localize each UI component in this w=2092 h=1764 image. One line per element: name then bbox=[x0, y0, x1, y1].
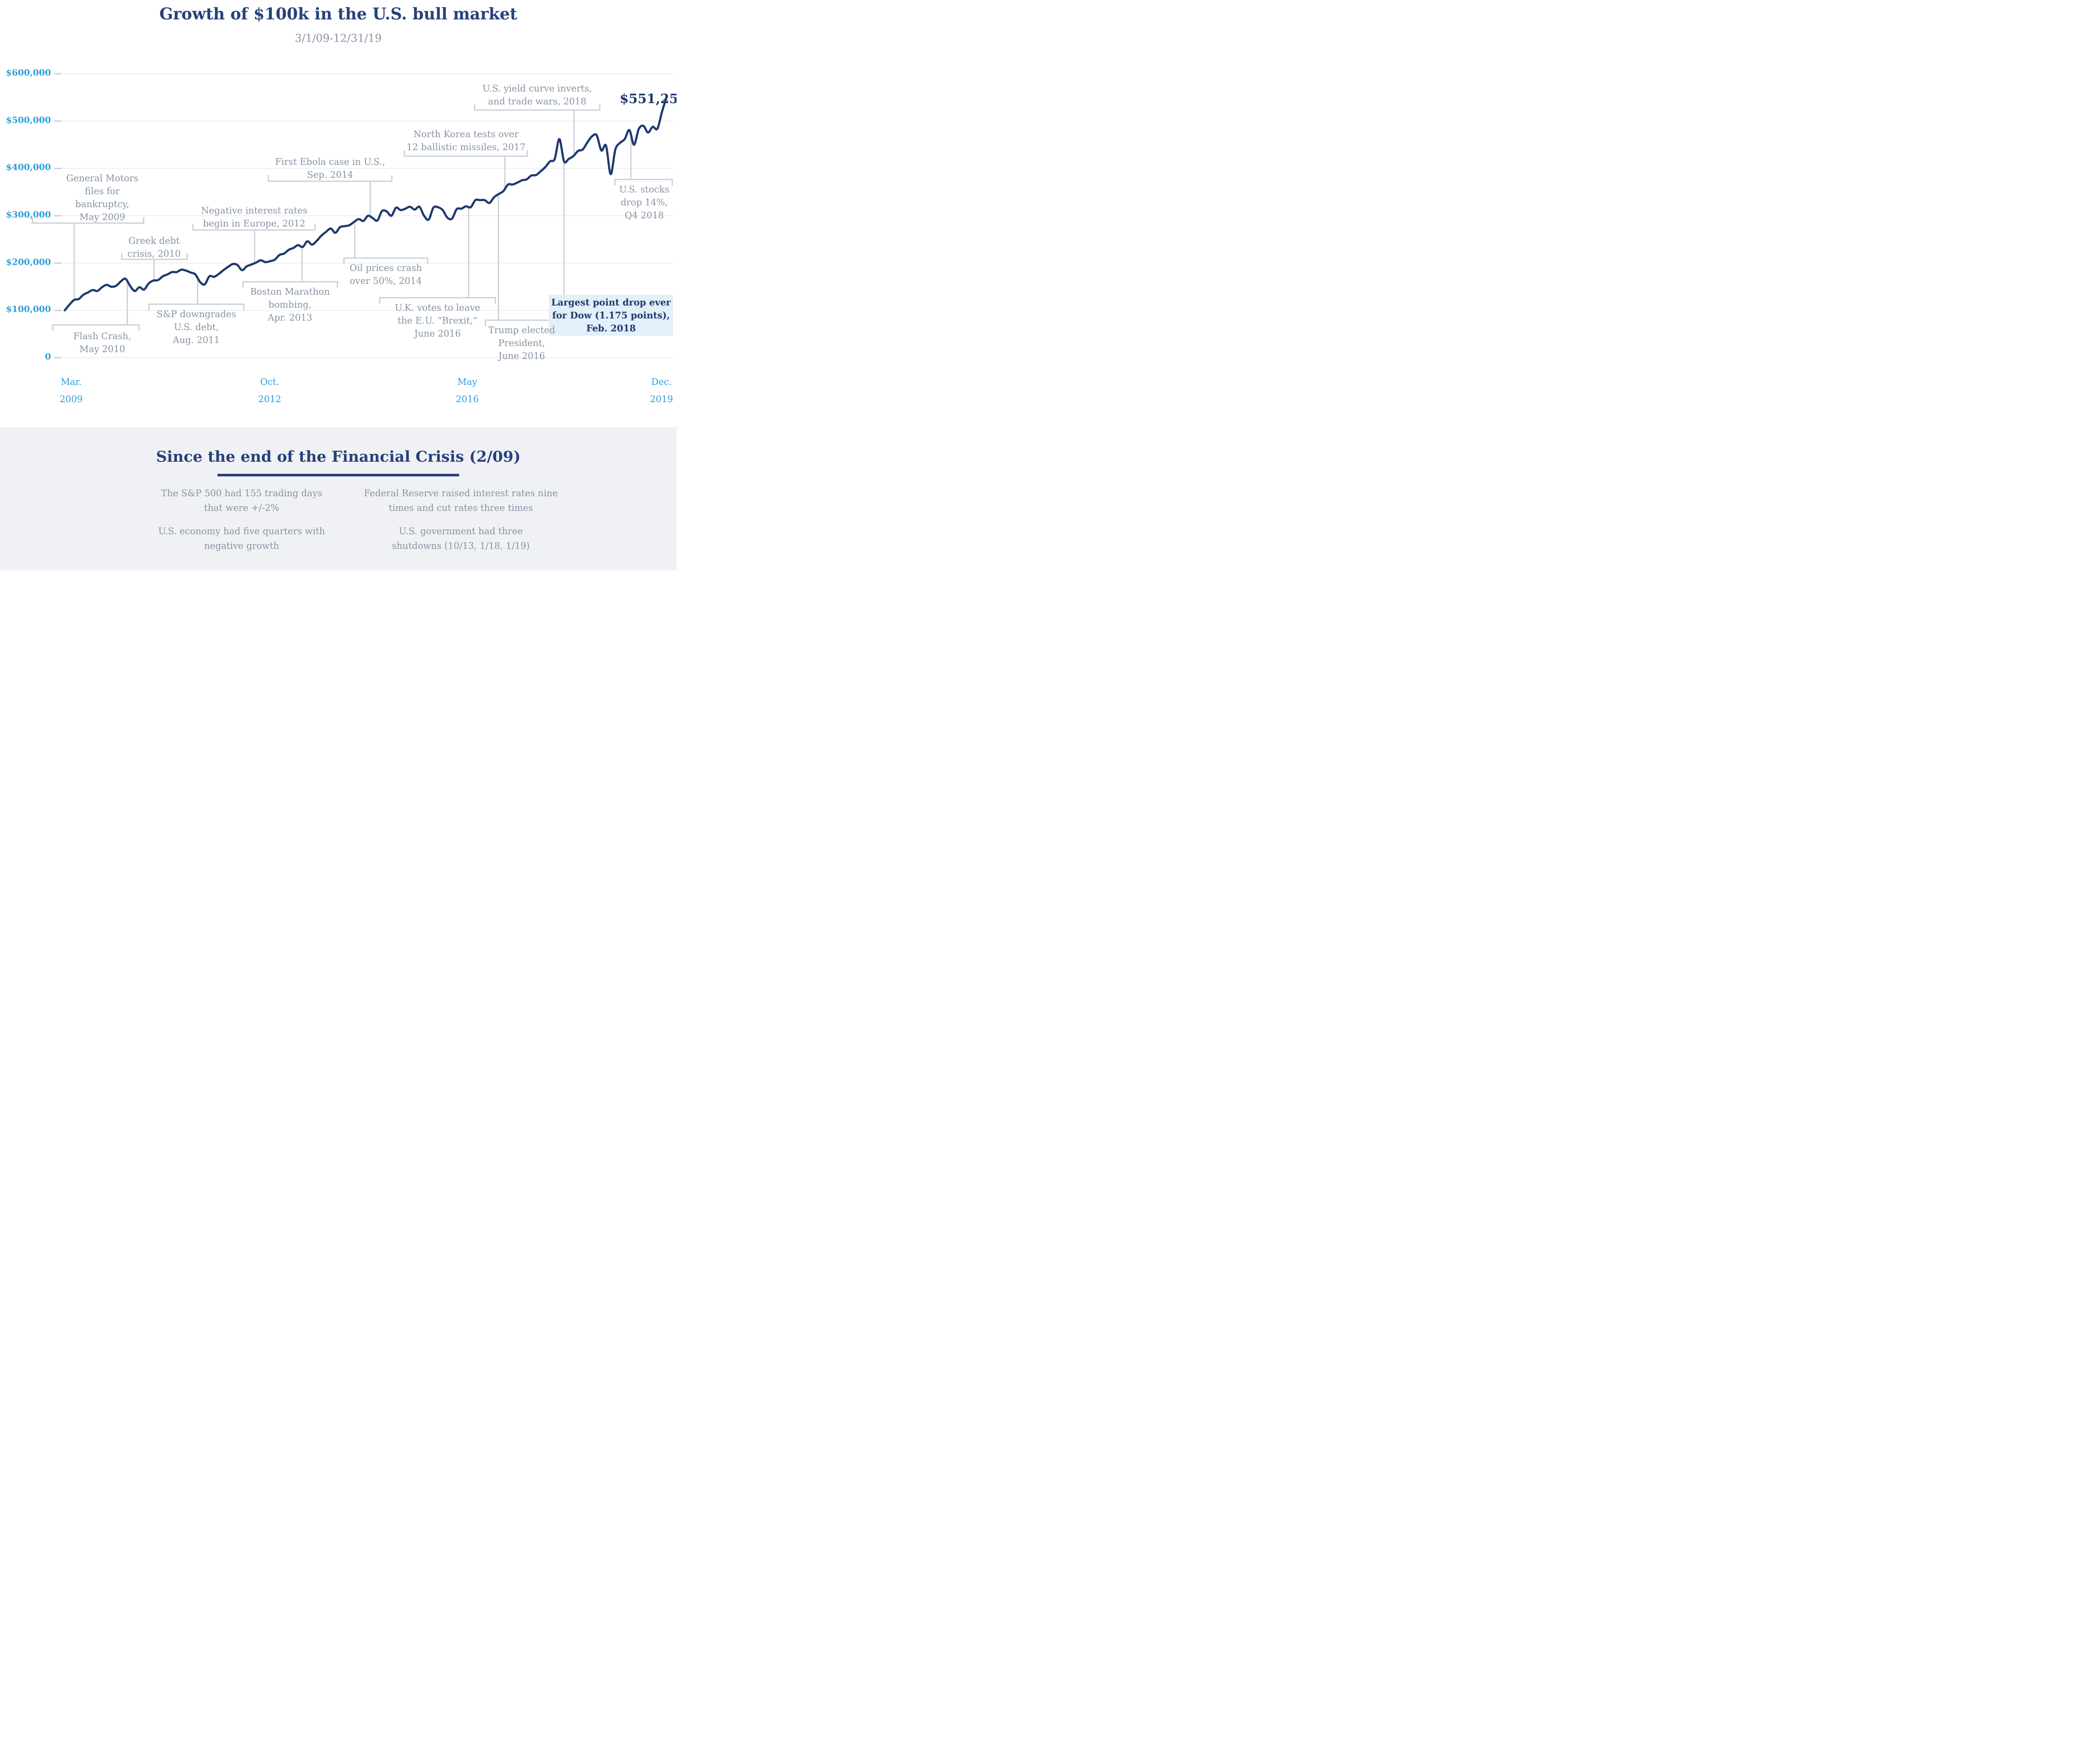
stat-gov-shutdowns: U.S. government had three shutdowns (10/… bbox=[392, 526, 530, 551]
x-axis-label: Oct. 2012 bbox=[258, 377, 281, 404]
infographic-page: Growth of $100k in the U.S. bull market … bbox=[0, 0, 677, 570]
y-axis-label: $100,000 bbox=[6, 304, 51, 315]
y-axis-label: 0 bbox=[45, 351, 51, 362]
annotation-ebola: First Ebola case in U.S., Sep. 2014 bbox=[275, 157, 385, 180]
annotation-stocks-drop: U.S. stocks drop 14%, Q4 2018 bbox=[619, 184, 670, 220]
annotation-bracket-yield-curve bbox=[474, 104, 601, 111]
dow-drop-callout-box: Largest point drop ever for Dow (1.175 p… bbox=[549, 295, 673, 336]
annotation-yield-curve: U.S. yield curve inverts, and trade wars… bbox=[482, 83, 592, 107]
annotation-north-korea: North Korea tests over 12 ballistic miss… bbox=[406, 129, 526, 152]
footer-heading-underline bbox=[217, 474, 459, 476]
y-axis-label: $300,000 bbox=[6, 209, 51, 220]
stat-negative-growth: U.S. economy had five quarters with nega… bbox=[158, 526, 325, 551]
final-value-label: $551,257 bbox=[620, 91, 677, 107]
growth-line-chart bbox=[32, 73, 673, 359]
x-axis-label: Mar. 2009 bbox=[60, 377, 83, 404]
annotation-bracket-boston bbox=[242, 281, 338, 288]
growth-line-series bbox=[63, 96, 668, 312]
annotation-bracket-oil-crash bbox=[343, 257, 428, 264]
y-axis-label: $600,000 bbox=[6, 67, 51, 78]
annotation-bracket-north-korea bbox=[403, 150, 528, 157]
x-axis-label: May 2016 bbox=[456, 377, 479, 404]
annotation-oil-crash: Oil prices crash over 50%, 2014 bbox=[350, 263, 422, 286]
stat-fed-rates: Federal Reserve raised interest rates ni… bbox=[364, 488, 558, 513]
dow-drop-callout-text: Largest point drop ever for Dow (1.175 p… bbox=[551, 296, 671, 334]
annotation-bracket-gm bbox=[32, 217, 145, 224]
annotation-bracket-ebola bbox=[268, 175, 393, 182]
y-axis-label: $500,000 bbox=[6, 114, 51, 125]
annotation-sp-downgrade: S&P downgrades U.S. debt, Aug. 2011 bbox=[156, 309, 236, 345]
y-axis-label: $400,000 bbox=[6, 162, 51, 173]
annotation-boston: Boston Marathon bombing, Apr. 2013 bbox=[250, 287, 330, 323]
footer-section: Since the end of the Financial Crisis (2… bbox=[0, 427, 677, 570]
annotation-bracket-sp-downgrade bbox=[148, 303, 245, 310]
annotation-greek-debt: Greek debt crisis, 2010 bbox=[127, 236, 181, 259]
annotation-bracket-negative-rates bbox=[192, 224, 316, 231]
annotation-bracket-flash-crash bbox=[52, 324, 140, 331]
annotation-gm: General Motors files for bankruptcy, May… bbox=[66, 173, 139, 222]
annotation-negative-rates: Negative interest rates begin in Europe,… bbox=[201, 205, 308, 229]
annotation-bracket-stocks-drop bbox=[614, 179, 673, 186]
stat-sp500-trading-days: The S&P 500 had 155 trading days that we… bbox=[161, 488, 322, 513]
y-axis-label: $200,000 bbox=[6, 256, 51, 267]
annotation-flash-crash: Flash Crash, May 2010 bbox=[73, 331, 132, 354]
annotation-bracket-brexit bbox=[379, 297, 496, 304]
annotation-trump: Trump elected President, June 2016 bbox=[488, 325, 555, 361]
footer-heading: Since the end of the Financial Crisis (2… bbox=[156, 448, 521, 466]
page-subtitle: 3/1/09-12/31/19 bbox=[295, 32, 382, 44]
page-title: Growth of $100k in the U.S. bull market bbox=[159, 4, 517, 23]
annotation-brexit: U.K. votes to leave the E.U. “Brexit,” J… bbox=[394, 302, 481, 339]
x-axis-label: Dec. 2019 bbox=[650, 377, 673, 404]
